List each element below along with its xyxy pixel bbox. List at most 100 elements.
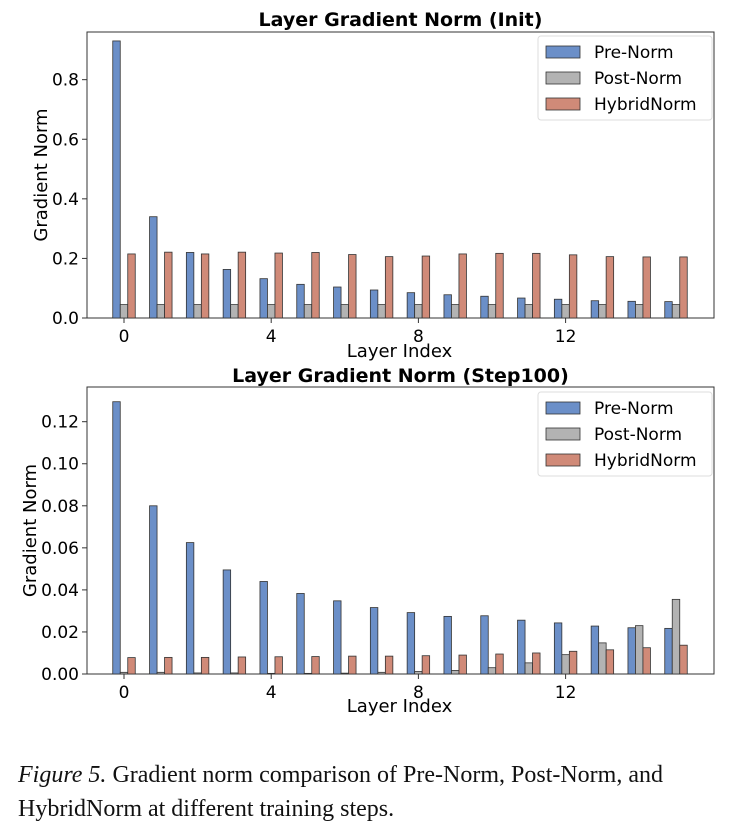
chart2-legend-swatch-postnorm xyxy=(545,427,581,441)
chart1-bar-postnorm-3 xyxy=(230,304,239,319)
chart2-bar-postnorm-6 xyxy=(340,672,349,675)
chart2-ylabel: Gradient Norm xyxy=(20,464,41,597)
chart2-legend-box xyxy=(537,391,713,477)
chart2-legend-label-postnorm: Post-Norm xyxy=(594,425,682,445)
chart2-bar-postnorm-12 xyxy=(561,654,570,675)
chart1-bar-hybridnorm-3 xyxy=(237,251,247,319)
chart2-ytick-label: 0.08 xyxy=(41,497,79,517)
chart2-xtick-label: 0 xyxy=(119,683,130,703)
chart1-bar-hybridnorm-1 xyxy=(164,251,173,319)
chart2-ytick-label: 0.04 xyxy=(41,581,79,601)
chart2-bar-postnorm-2 xyxy=(193,672,202,675)
chart1-bar-postnorm-10 xyxy=(487,304,497,319)
chart2-bar-postnorm-7 xyxy=(377,671,386,675)
chart2-bar-hybridnorm-10 xyxy=(495,653,504,675)
chart1-bar-postnorm-7 xyxy=(377,304,386,319)
chart1-bar-postnorm-9 xyxy=(451,304,460,319)
chart2-bar-prenorm-5 xyxy=(296,593,305,675)
chart2-bar-prenorm-15 xyxy=(664,627,673,675)
chart1-bar-postnorm-4 xyxy=(267,304,276,319)
chart2-bar-postnorm-1 xyxy=(156,671,165,675)
chart2-bar-postnorm-10 xyxy=(487,667,497,675)
chart1-legend-label-prenorm: Pre-Norm xyxy=(594,43,674,63)
chart2-bar-postnorm-13 xyxy=(598,642,607,675)
chart1-bar-postnorm-1 xyxy=(156,304,165,319)
chart1-bar-hybridnorm-4 xyxy=(274,252,283,319)
caption-text: Gradient norm comparison of Pre-Norm, Po… xyxy=(18,762,663,822)
chart1-bar-prenorm-0 xyxy=(112,40,121,319)
chart2-bar-hybridnorm-5 xyxy=(311,656,320,675)
chart2-bar-prenorm-8 xyxy=(406,612,416,675)
chart2-bar-postnorm-15 xyxy=(671,598,681,675)
chart1-bar-prenorm-6 xyxy=(333,286,342,319)
chart1-bar-prenorm-4 xyxy=(259,278,268,319)
chart2-bar-postnorm-11 xyxy=(524,662,533,675)
chart2-bar-postnorm-4 xyxy=(267,672,276,675)
chart2-plot-frame xyxy=(86,386,715,675)
chart1-legend-swatch-postnorm xyxy=(545,71,581,85)
chart1-ytick-label: 0.2 xyxy=(52,249,79,269)
chart2-bar-hybridnorm-6 xyxy=(348,655,357,675)
chart1-bar-hybridnorm-15 xyxy=(679,256,688,319)
chart1-bar-hybridnorm-0 xyxy=(127,253,136,319)
chart1-bar-postnorm-6 xyxy=(340,304,349,319)
figure-caption: Figure 5. Gradient norm comparison of Pr… xyxy=(18,758,728,826)
chart1-ytick-label: 0.6 xyxy=(52,130,79,150)
chart2-bar-hybridnorm-11 xyxy=(532,652,541,675)
chart2-bar-prenorm-3 xyxy=(222,569,232,675)
chart1-ytick-label: 0.0 xyxy=(52,309,79,329)
chart1-bar-prenorm-9 xyxy=(443,294,452,319)
chart1-xtick-label: 8 xyxy=(413,327,424,347)
chart1-ytick-label: 0.8 xyxy=(52,71,79,91)
chart1-bar-postnorm-13 xyxy=(598,304,607,319)
chart2-bar-prenorm-13 xyxy=(590,625,600,675)
chart2-bar-postnorm-5 xyxy=(303,672,313,675)
chart2-bar-postnorm-0 xyxy=(119,671,129,675)
chart1-bar-prenorm-15 xyxy=(664,301,673,319)
chart1-xlabel: Layer Index xyxy=(347,341,453,362)
chart2-xtick-label: 12 xyxy=(555,683,577,703)
chart1-plot-frame xyxy=(86,31,715,319)
chart2-bar-prenorm-2 xyxy=(185,542,195,675)
chart2-bar-hybridnorm-14 xyxy=(642,647,651,675)
chart1-bar-prenorm-2 xyxy=(185,252,195,319)
chart2-xtick-label: 8 xyxy=(413,683,424,703)
chart2-ytick-label: 0.12 xyxy=(41,413,79,433)
chart2-legend-label-hybridnorm: HybridNorm xyxy=(594,451,697,471)
chart1-bar-hybridnorm-11 xyxy=(532,252,541,319)
chart1-bar-prenorm-1 xyxy=(149,216,158,319)
chart2-legend-swatch-prenorm xyxy=(545,401,581,415)
chart1-bar-hybridnorm-6 xyxy=(348,254,357,319)
chart2-bar-hybridnorm-8 xyxy=(421,655,431,675)
chart1-bar-postnorm-5 xyxy=(303,304,313,319)
chart1-bar-prenorm-7 xyxy=(369,289,379,319)
chart2-bar-postnorm-9 xyxy=(451,670,460,675)
chart2-ytick-label: 0.06 xyxy=(41,539,79,559)
chart1-bar-prenorm-14 xyxy=(627,300,636,319)
chart1-bar-postnorm-8 xyxy=(414,304,423,319)
chart1-bar-postnorm-14 xyxy=(635,304,644,319)
chart1-bar-prenorm-3 xyxy=(222,269,232,319)
chart2-bar-hybridnorm-2 xyxy=(200,656,210,675)
chart2-bar-hybridnorm-4 xyxy=(274,656,283,675)
chart2-bar-postnorm-3 xyxy=(230,672,239,675)
chart1-ylabel: Gradient Norm xyxy=(31,108,52,241)
chart1-bar-prenorm-11 xyxy=(517,297,526,319)
chart2-bar-postnorm-14 xyxy=(635,625,644,675)
chart2-bar-prenorm-0 xyxy=(112,401,121,675)
chart1-xtick-label: 4 xyxy=(266,327,277,347)
chart2-bar-prenorm-7 xyxy=(369,607,379,675)
chart1-bar-postnorm-2 xyxy=(193,304,202,319)
chart1-bar-hybridnorm-10 xyxy=(495,252,504,319)
chart1-bar-prenorm-13 xyxy=(590,300,600,319)
chart1-bar-postnorm-15 xyxy=(671,304,681,319)
chart1-bar-hybridnorm-8 xyxy=(421,255,431,319)
chart1-bar-hybridnorm-2 xyxy=(200,253,210,319)
chart2-bar-prenorm-14 xyxy=(627,627,636,675)
chart1-bar-prenorm-10 xyxy=(480,295,489,319)
chart1-title: Layer Gradient Norm (Init) xyxy=(259,9,543,31)
chart2-bar-prenorm-12 xyxy=(553,622,563,675)
chart1-bar-hybridnorm-13 xyxy=(605,256,615,319)
chart2-ytick-label: 0.02 xyxy=(41,623,79,643)
chart1-bar-prenorm-5 xyxy=(296,283,305,319)
